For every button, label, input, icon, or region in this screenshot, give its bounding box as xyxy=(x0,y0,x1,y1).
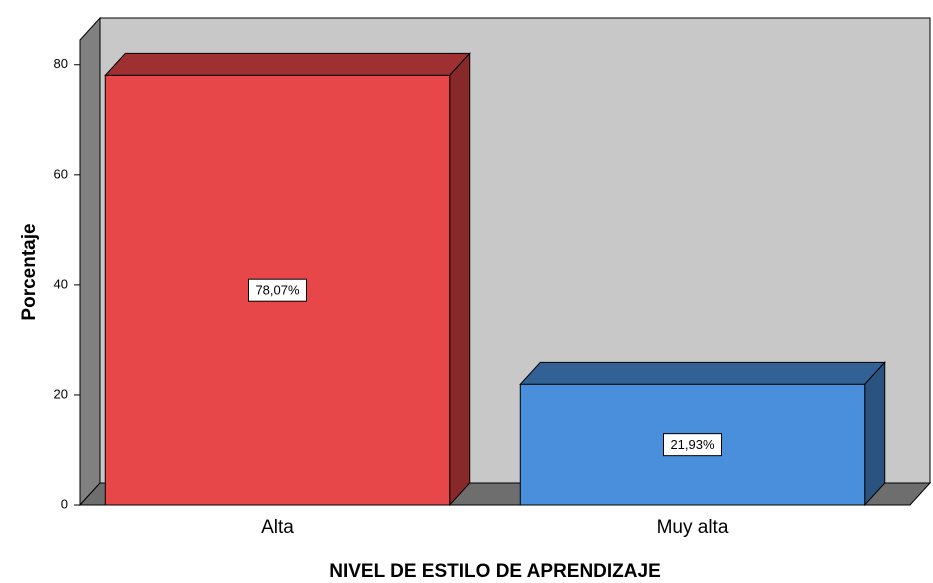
y-tick-label: 20 xyxy=(54,386,68,401)
bar-side xyxy=(449,52,471,507)
value-label-box xyxy=(248,278,307,302)
y-tick-label: 80 xyxy=(54,56,68,71)
value-label-box xyxy=(663,433,722,457)
x-tick-label: Alta xyxy=(261,517,294,538)
bar-top xyxy=(519,361,886,385)
value-label: 21,93% xyxy=(670,437,715,452)
y-axis-label: Porcentaje xyxy=(19,223,40,320)
x-axis-label: NIVEL DE ESTILO DE APRENDIZAJE xyxy=(329,561,661,582)
bar-side xyxy=(864,361,886,507)
y-tick-label: 0 xyxy=(61,496,68,511)
y-tick-label: 60 xyxy=(54,166,68,181)
y-tick-label: 40 xyxy=(54,276,68,291)
side-wall xyxy=(79,16,101,507)
x-tick-label: Muy alta xyxy=(657,517,729,538)
bar-top xyxy=(104,52,471,76)
value-label: 78,07% xyxy=(255,283,300,298)
